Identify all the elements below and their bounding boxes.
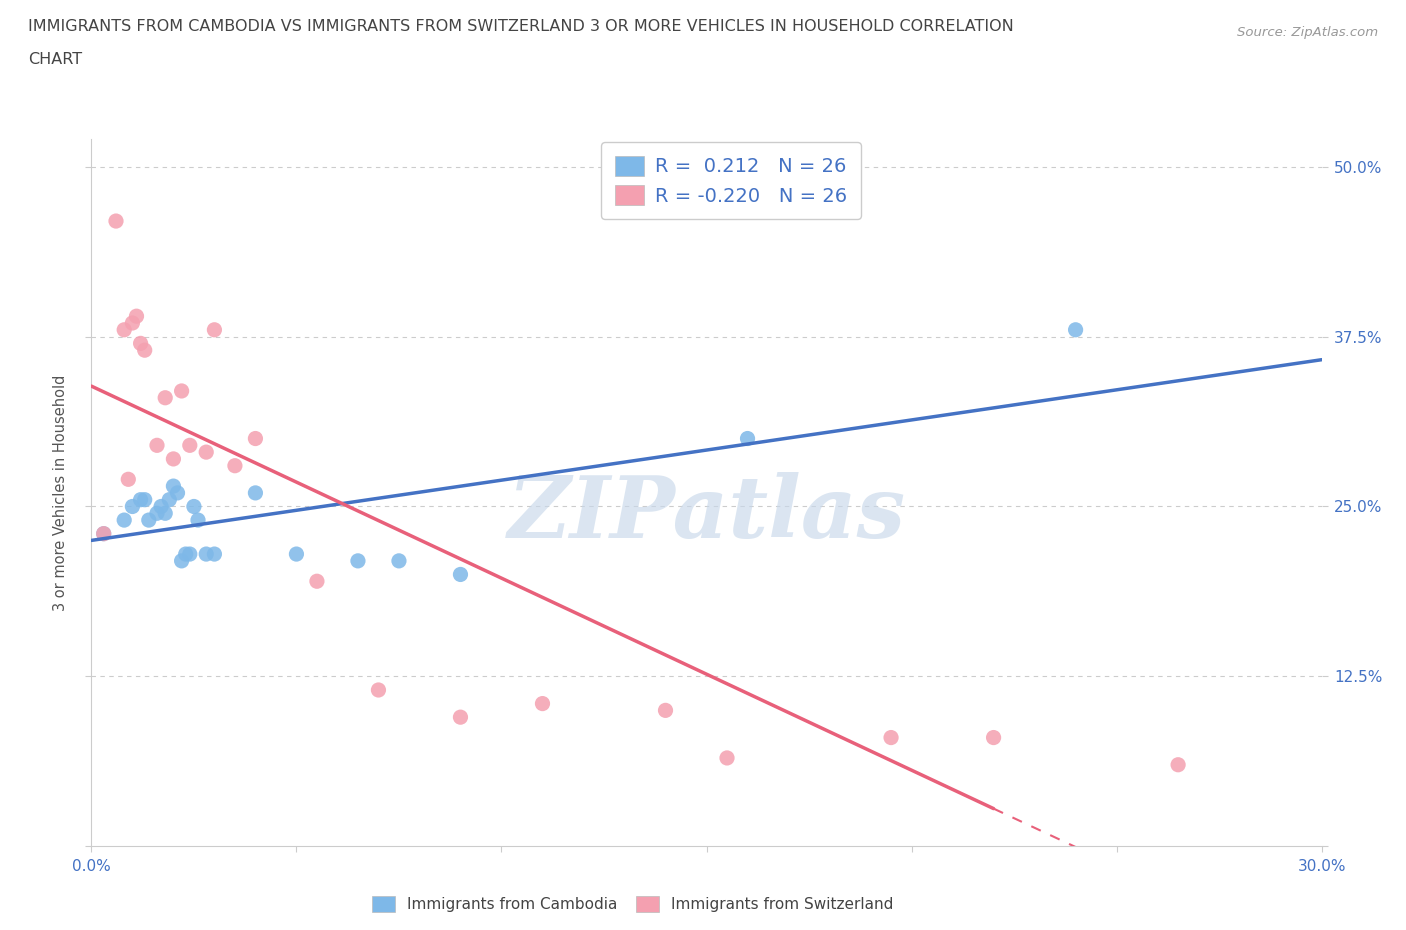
- Point: [93, 526, 115, 541]
- Point: [245, 485, 267, 500]
- Point: [112, 323, 135, 338]
- Point: [162, 479, 184, 494]
- Point: [737, 432, 759, 446]
- Point: [195, 547, 218, 562]
- Point: [112, 512, 135, 527]
- Point: [153, 506, 177, 521]
- Text: Source: ZipAtlas.com: Source: ZipAtlas.com: [1237, 26, 1378, 39]
- Point: [157, 492, 180, 507]
- Point: [179, 547, 201, 562]
- Point: [202, 323, 225, 338]
- Point: [170, 383, 193, 398]
- Point: [245, 432, 267, 446]
- Point: [93, 526, 115, 541]
- Point: [449, 710, 471, 724]
- Point: [153, 391, 177, 405]
- Point: [166, 485, 188, 500]
- Legend: Immigrants from Cambodia, Immigrants from Switzerland: Immigrants from Cambodia, Immigrants fro…: [364, 889, 901, 920]
- Point: [179, 438, 201, 453]
- Point: [121, 499, 143, 514]
- Point: [146, 506, 169, 521]
- Point: [202, 547, 225, 562]
- Point: [121, 315, 143, 330]
- Point: [134, 343, 156, 358]
- Point: [134, 492, 156, 507]
- Point: [129, 492, 152, 507]
- Point: [150, 499, 173, 514]
- Y-axis label: 3 or more Vehicles in Household: 3 or more Vehicles in Household: [53, 375, 67, 611]
- Point: [449, 567, 471, 582]
- Point: [129, 336, 152, 351]
- Point: [117, 472, 139, 486]
- Point: [654, 703, 676, 718]
- Point: [305, 574, 328, 589]
- Text: IMMIGRANTS FROM CAMBODIA VS IMMIGRANTS FROM SWITZERLAND 3 OR MORE VEHICLES IN HO: IMMIGRANTS FROM CAMBODIA VS IMMIGRANTS F…: [28, 19, 1014, 33]
- Point: [531, 697, 554, 711]
- Point: [1064, 323, 1087, 338]
- Point: [183, 499, 205, 514]
- Point: [1167, 757, 1189, 772]
- Point: [367, 683, 389, 698]
- Point: [880, 730, 903, 745]
- Text: ZIPatlas: ZIPatlas: [508, 472, 905, 556]
- Point: [285, 547, 308, 562]
- Point: [983, 730, 1005, 745]
- Point: [170, 553, 193, 568]
- Point: [187, 512, 209, 527]
- Point: [716, 751, 738, 765]
- Point: [105, 214, 127, 229]
- Point: [138, 512, 160, 527]
- Point: [347, 553, 370, 568]
- Point: [224, 458, 246, 473]
- Point: [146, 438, 169, 453]
- Point: [162, 451, 184, 466]
- Point: [195, 445, 218, 459]
- Text: CHART: CHART: [28, 52, 82, 67]
- Point: [125, 309, 148, 324]
- Point: [174, 547, 197, 562]
- Point: [388, 553, 411, 568]
